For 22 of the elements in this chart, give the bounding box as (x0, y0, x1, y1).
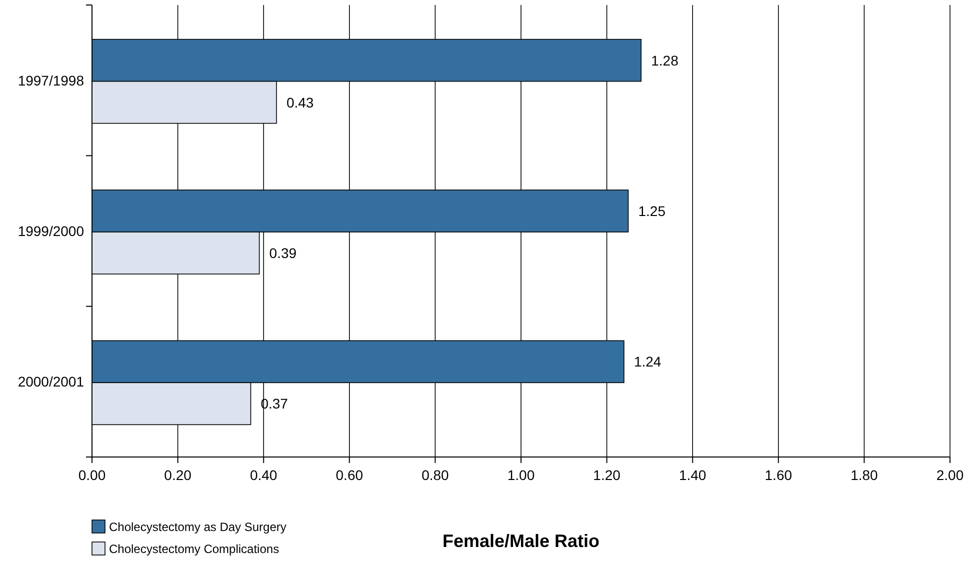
data-label: 1.25 (638, 203, 666, 219)
x-tick-label: 0.60 (336, 467, 364, 483)
x-tick-label: 0.80 (422, 467, 450, 483)
legend-label: Cholecystectomy as Day Surgery (109, 520, 286, 534)
legend-label: Cholecystectomy Complications (109, 542, 280, 556)
x-axis-title: Female/Male Ratio (442, 531, 600, 551)
data-label: 0.39 (269, 245, 297, 261)
data-label: 1.24 (634, 354, 662, 370)
y-tick-label: 1999/2000 (18, 223, 84, 239)
x-tick-label: 1.40 (678, 467, 706, 483)
x-tick-label: 1.20 (593, 467, 621, 483)
x-tick-label: 0.20 (164, 467, 192, 483)
x-tick-label: 2.00 (936, 467, 964, 483)
x-tick-label: 0.40 (250, 467, 278, 483)
x-tick-label: 1.80 (850, 467, 878, 483)
y-tick-label: 1997/1998 (18, 72, 84, 88)
data-label: 0.43 (286, 94, 314, 110)
x-tick-label: 1.60 (764, 467, 792, 483)
x-tick-label: 0.00 (78, 467, 106, 483)
y-tick-label: 2000/2001 (18, 374, 84, 390)
data-label: 1.28 (651, 52, 679, 68)
x-tick-label: 1.00 (507, 467, 535, 483)
